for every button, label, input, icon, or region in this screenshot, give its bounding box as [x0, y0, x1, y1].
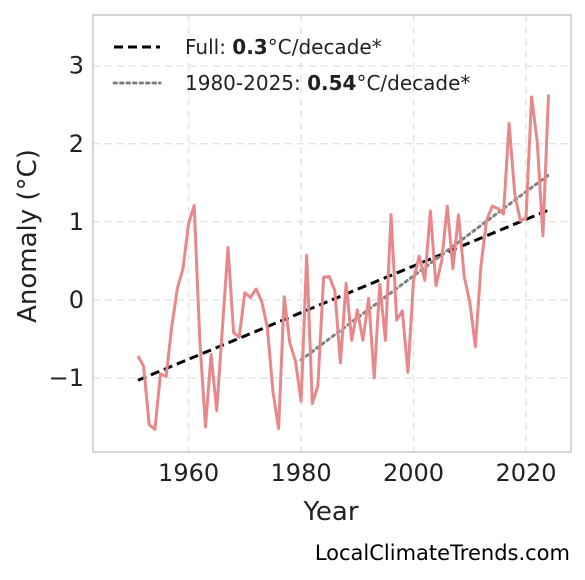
legend-full-prefix: Full:	[185, 35, 232, 59]
y-tick-label: −1	[49, 364, 84, 392]
y-tick-label: 0	[69, 286, 84, 314]
y-axis-label: Anomaly (°C)	[13, 149, 43, 323]
x-tick-label: 1980	[271, 459, 332, 487]
x-axis-label: Year	[302, 497, 358, 527]
x-tick-label: 2020	[495, 459, 556, 487]
y-tick-label: 3	[69, 52, 84, 80]
x-tick-label: 2000	[383, 459, 444, 487]
x-tick-label: 1960	[158, 459, 219, 487]
legend-recent-suffix: °C/decade*	[356, 71, 470, 95]
x-axis-ticks: 1960 1980 2000 2020	[158, 459, 556, 487]
legend: Full: 0.3°C/decade* 1980-2025: 0.54°C/de…	[112, 35, 470, 95]
full-trend-line	[137, 208, 550, 382]
legend-recent-prefix: 1980-2025:	[185, 71, 307, 95]
anomaly-series-line	[136, 94, 550, 431]
y-tick-label: 2	[69, 130, 84, 158]
y-axis-ticks: −1 0 1 2 3	[49, 52, 84, 392]
plot-frame	[92, 14, 572, 453]
grid	[93, 15, 571, 452]
site-credit: LocalClimateTrends.com	[315, 541, 570, 565]
legend-recent-label: 1980-2025: 0.54°C/decade*	[185, 71, 470, 95]
legend-recent-value: 0.54	[307, 71, 356, 95]
y-tick-label: 1	[69, 208, 84, 236]
legend-full-value: 0.3	[232, 35, 267, 59]
legend-full-label: Full: 0.3°C/decade*	[185, 35, 382, 59]
legend-full-suffix: °C/decade*	[268, 35, 382, 59]
